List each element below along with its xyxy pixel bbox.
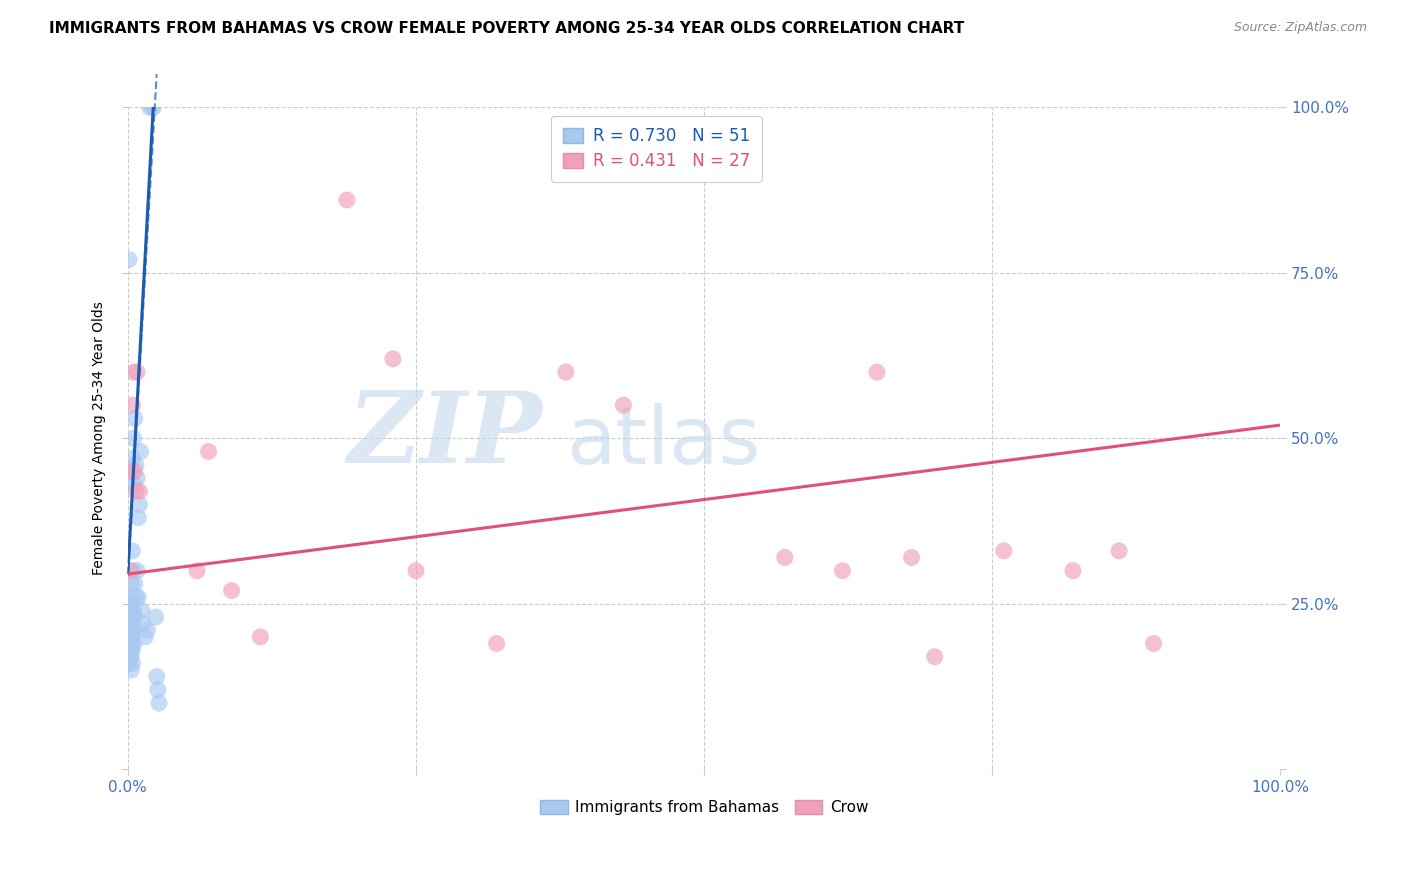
- Point: [141, 100, 163, 114]
- Point: [831, 564, 853, 578]
- Text: Source: ZipAtlas.com: Source: ZipAtlas.com: [1233, 21, 1367, 34]
- Point: [120, 610, 142, 624]
- Point: [1062, 564, 1084, 578]
- Point: [139, 100, 162, 114]
- Point: [336, 193, 359, 207]
- Legend: Immigrants from Bahamas, Crow: Immigrants from Bahamas, Crow: [534, 794, 875, 822]
- Point: [125, 471, 148, 485]
- Point: [120, 590, 142, 604]
- Point: [866, 365, 889, 379]
- Point: [136, 624, 159, 638]
- Point: [145, 670, 167, 684]
- Point: [118, 649, 141, 664]
- Point: [146, 682, 169, 697]
- Point: [129, 444, 152, 458]
- Text: atlas: atlas: [565, 402, 761, 481]
- Point: [122, 603, 145, 617]
- Point: [131, 603, 153, 617]
- Point: [120, 630, 142, 644]
- Point: [120, 597, 142, 611]
- Point: [121, 643, 143, 657]
- Point: [124, 464, 146, 478]
- Point: [122, 365, 145, 379]
- Point: [121, 564, 143, 578]
- Point: [485, 636, 508, 650]
- Point: [1143, 636, 1166, 650]
- Point: [405, 564, 427, 578]
- Point: [125, 484, 148, 499]
- Point: [122, 636, 145, 650]
- Point: [612, 398, 634, 412]
- Point: [381, 351, 404, 366]
- Point: [121, 451, 143, 466]
- Point: [1108, 544, 1130, 558]
- Point: [120, 564, 142, 578]
- Point: [121, 630, 143, 644]
- Text: IMMIGRANTS FROM BAHAMAS VS CROW FEMALE POVERTY AMONG 25-34 YEAR OLDS CORRELATION: IMMIGRANTS FROM BAHAMAS VS CROW FEMALE P…: [49, 21, 965, 36]
- Point: [924, 649, 946, 664]
- Point: [124, 610, 146, 624]
- Point: [142, 100, 165, 114]
- Point: [125, 458, 148, 472]
- Point: [221, 583, 243, 598]
- Point: [122, 477, 145, 491]
- Point: [125, 365, 148, 379]
- Point: [122, 431, 145, 445]
- Point: [127, 510, 149, 524]
- Point: [121, 657, 143, 671]
- Point: [128, 498, 150, 512]
- Point: [186, 564, 208, 578]
- Y-axis label: Female Poverty Among 25-34 Year Olds: Female Poverty Among 25-34 Year Olds: [93, 301, 107, 575]
- Point: [197, 444, 219, 458]
- Point: [121, 616, 143, 631]
- Point: [993, 544, 1015, 558]
- Point: [120, 616, 142, 631]
- Point: [554, 365, 576, 379]
- Point: [132, 616, 155, 631]
- Point: [125, 590, 148, 604]
- Point: [148, 696, 170, 710]
- Point: [118, 657, 141, 671]
- Point: [249, 630, 271, 644]
- Point: [124, 411, 146, 425]
- Point: [118, 636, 141, 650]
- Point: [118, 252, 141, 267]
- Point: [122, 624, 145, 638]
- Point: [128, 484, 150, 499]
- Point: [134, 630, 156, 644]
- Point: [120, 643, 142, 657]
- Point: [120, 636, 142, 650]
- Point: [120, 649, 142, 664]
- Point: [120, 603, 142, 617]
- Point: [120, 624, 142, 638]
- Point: [120, 464, 142, 478]
- Point: [124, 577, 146, 591]
- Point: [773, 550, 796, 565]
- Point: [900, 550, 922, 565]
- Text: ZIP: ZIP: [347, 387, 543, 483]
- Point: [120, 663, 142, 677]
- Point: [121, 398, 143, 412]
- Point: [125, 564, 148, 578]
- Point: [127, 590, 149, 604]
- Point: [120, 577, 142, 591]
- Point: [121, 544, 143, 558]
- Point: [117, 643, 139, 657]
- Point: [145, 610, 167, 624]
